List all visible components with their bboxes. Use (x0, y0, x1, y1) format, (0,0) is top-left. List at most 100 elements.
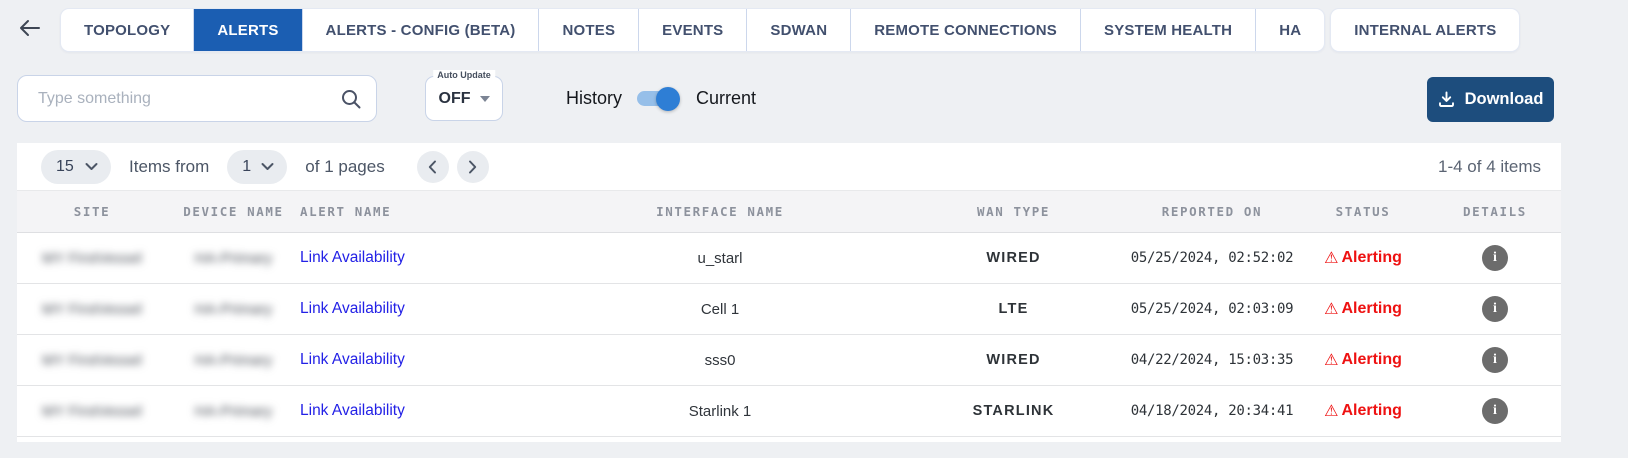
reported-on-cell: 05/25/2024, 02:52:02 (1130, 250, 1294, 266)
column-header-interface: INTERFACE NAME (656, 204, 784, 219)
details-info-button[interactable]: i (1482, 245, 1508, 271)
of-pages-label: of 1 pages (305, 156, 385, 176)
page-size-select[interactable]: 15 (41, 149, 111, 184)
tab-alerts[interactable]: ALERTS (193, 9, 302, 51)
alert-name-link[interactable]: Link Availability (300, 351, 405, 368)
status-badge: ⚠ Alerting (1324, 350, 1402, 370)
wan-type-cell: WIRED (986, 352, 1041, 368)
device-cell: HA-Primary (194, 351, 273, 369)
download-icon (1438, 91, 1455, 108)
table-row: MY FirstVessel HA-Primary Link Availabil… (17, 233, 1561, 284)
current-label: Current (696, 88, 757, 108)
items-range-label: 1-4 of 4 items (1438, 156, 1541, 176)
page-number-select[interactable]: 1 (227, 149, 288, 184)
status-badge: ⚠ Alerting (1324, 248, 1402, 268)
details-info-button[interactable]: i (1482, 347, 1508, 373)
tab-remote-connections[interactable]: REMOTE CONNECTIONS (850, 9, 1080, 51)
alert-name-link[interactable]: Link Availability (300, 300, 405, 317)
column-header-site: SITE (73, 204, 111, 219)
info-icon: i (1493, 250, 1497, 265)
warning-triangle-icon: ⚠ (1324, 403, 1339, 420)
tab-bar: TOPOLOGY ALERTS ALERTS - CONFIG (BETA) N… (60, 8, 1521, 52)
download-button[interactable]: Download (1427, 77, 1554, 122)
chevron-left-icon (429, 160, 437, 173)
status-badge: ⚠ Alerting (1324, 401, 1402, 421)
chevron-down-icon (85, 163, 98, 170)
status-text: Alerting (1341, 249, 1402, 266)
tab-alerts-config-beta[interactable]: ALERTS - CONFIG (BETA) (301, 9, 539, 51)
tab-group: TOPOLOGY ALERTS ALERTS - CONFIG (BETA) N… (60, 8, 1326, 52)
alert-name-link[interactable]: Link Availability (300, 249, 405, 266)
auto-update-select[interactable]: Auto Update OFF (425, 70, 503, 121)
site-cell: MY FirstVessel (42, 402, 142, 420)
search-box (17, 75, 377, 122)
device-cell: HA-Primary (194, 249, 273, 267)
history-label: History (566, 88, 623, 108)
info-icon: i (1493, 352, 1497, 367)
details-info-button[interactable]: i (1482, 296, 1508, 322)
status-text: Alerting (1341, 402, 1402, 419)
next-page-button[interactable] (456, 150, 489, 183)
tab-system-health[interactable]: SYSTEM HEALTH (1080, 9, 1255, 51)
warning-triangle-icon: ⚠ (1324, 352, 1339, 369)
tab-sdwan[interactable]: SDWAN (746, 9, 850, 51)
column-header-wan: WAN TYPE (976, 204, 1050, 219)
reported-on-cell: 04/18/2024, 20:34:41 (1130, 403, 1294, 419)
table-row: MY FirstVessel HA-Primary Link Availabil… (17, 335, 1561, 386)
pagination-bar: 15 Items from 1 of 1 pages 1-4 of 4 item… (17, 143, 1561, 191)
alerts-table-panel: 15 Items from 1 of 1 pages 1-4 of 4 item… (17, 143, 1561, 442)
tab-topology[interactable]: TOPOLOGY (84, 21, 171, 39)
device-cell: HA-Primary (194, 402, 273, 420)
status-text: Alerting (1341, 351, 1402, 368)
auto-update-value: OFF (438, 89, 471, 107)
reported-on-cell: 04/22/2024, 15:03:35 (1130, 352, 1294, 368)
search-icon[interactable] (340, 88, 362, 110)
interface-cell: Starlink 1 (688, 402, 752, 420)
caret-down-icon (479, 95, 490, 102)
table-header-row: SITE DEVICE NAME ALERT NAME INTERFACE NA… (17, 191, 1561, 233)
wan-type-cell: STARLINK (972, 403, 1055, 419)
column-header-reported: REPORTED ON (1161, 204, 1263, 219)
column-header-details: DETAILS (1463, 204, 1527, 219)
download-label: Download (1464, 90, 1544, 108)
prev-page-button[interactable] (416, 150, 449, 183)
history-current-switch-row: History Current (566, 75, 756, 122)
interface-cell: u_starl (697, 249, 743, 267)
interface-cell: Cell 1 (700, 300, 740, 318)
column-header-status: STATUS (1335, 204, 1391, 219)
wan-type-cell: WIRED (986, 250, 1041, 266)
chevron-right-icon (469, 160, 477, 173)
back-button[interactable] (13, 8, 47, 52)
status-badge: ⚠ Alerting (1324, 299, 1402, 319)
warning-triangle-icon: ⚠ (1324, 301, 1339, 318)
tab-ha[interactable]: HA (1255, 9, 1324, 51)
search-input[interactable] (38, 89, 340, 108)
toggle-knob (656, 86, 681, 111)
table-row: MY FirstVessel HA-Primary Link Availabil… (17, 386, 1561, 437)
wan-type-cell: LTE (998, 301, 1029, 317)
back-arrow-icon (19, 19, 41, 42)
table-row: MY FirstVessel HA-Primary Link Availabil… (17, 284, 1561, 335)
site-cell: MY FirstVessel (42, 351, 142, 369)
site-cell: MY FirstVessel (42, 249, 142, 267)
column-header-device: DEVICE NAME (183, 204, 284, 219)
page-number-value: 1 (242, 157, 252, 175)
items-from-label: Items from (129, 156, 210, 176)
reported-on-cell: 05/25/2024, 02:03:09 (1130, 301, 1294, 317)
history-current-toggle[interactable] (637, 86, 681, 111)
auto-update-label: Auto Update (433, 70, 495, 80)
tab-notes[interactable]: NOTES (538, 9, 638, 51)
alert-name-link[interactable]: Link Availability (300, 402, 405, 419)
details-info-button[interactable]: i (1482, 398, 1508, 424)
warning-triangle-icon: ⚠ (1324, 250, 1339, 267)
site-cell: MY FirstVessel (42, 300, 142, 318)
info-icon: i (1493, 301, 1497, 316)
tab-events[interactable]: EVENTS (638, 9, 746, 51)
tab-internal-alerts[interactable]: INTERNAL ALERTS (1330, 8, 1521, 52)
column-header-alert: ALERT NAME (300, 204, 392, 219)
status-text: Alerting (1341, 300, 1402, 317)
chevron-down-icon (261, 163, 274, 170)
interface-cell: sss0 (704, 351, 736, 369)
device-cell: HA-Primary (194, 300, 273, 318)
info-icon: i (1493, 403, 1497, 418)
